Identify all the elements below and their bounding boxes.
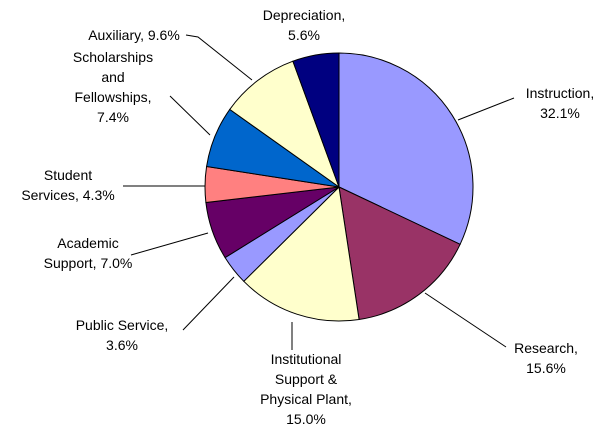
slice-label-depreciation: Depreciation, 5.6% [263,7,346,43]
pie-slice-instruction [338,52,474,245]
leader-line-public-service [182,276,235,331]
slice-label-auxiliary: Auxiliary, 9.6% [88,27,180,43]
pie-slice-depreciation [292,52,340,188]
leader-line-research [424,292,507,348]
slice-label-academic-support: Academic Support, 7.0% [44,235,133,271]
slice-label-scholarships-and-fellowships: Scholarships and Fellowships, 7.4% [73,49,153,125]
leader-lines [123,34,515,350]
leader-line-academic-support [130,232,209,256]
slice-label-student-services: Student Services, 4.3% [21,167,114,203]
slice-label-instruction: Instruction, 32.1% [526,85,594,121]
slice-label-institutional-support-physical-plant: Institutional Support & Physical Plant, 15.… [260,351,352,427]
pie-slices [204,52,474,322]
leader-line-auxiliary [185,34,253,81]
pie-slice-institutional-support-physical-plant [243,185,360,322]
leader-line-instruction [457,97,515,121]
slice-label-public-service: Public Service, 3.6% [76,317,169,353]
slice-labels: Instruction, 32.1% Research, 15.6% Instituti… [21,7,594,427]
leader-line-scholarships-and-fellowships [169,95,211,136]
slice-label-research: Research, 15.6% [514,340,578,376]
pie-slice-auxiliary [229,60,341,189]
pie-slice-research [338,186,461,321]
